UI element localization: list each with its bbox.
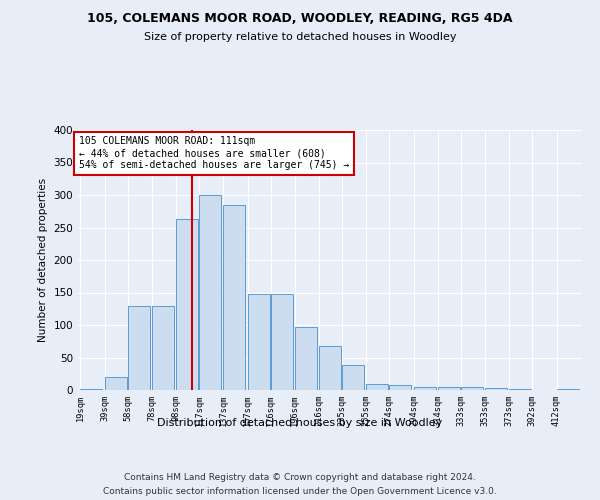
Bar bbox=[461, 388, 483, 390]
Bar bbox=[128, 306, 150, 390]
Bar bbox=[248, 294, 269, 390]
Bar bbox=[557, 388, 578, 390]
Text: Distribution of detached houses by size in Woodley: Distribution of detached houses by size … bbox=[157, 418, 443, 428]
Bar bbox=[342, 366, 364, 390]
Bar bbox=[413, 387, 436, 390]
Bar bbox=[223, 206, 245, 390]
Text: Size of property relative to detached houses in Woodley: Size of property relative to detached ho… bbox=[144, 32, 456, 42]
Bar bbox=[438, 387, 460, 390]
Text: Contains public sector information licensed under the Open Government Licence v3: Contains public sector information licen… bbox=[103, 488, 497, 496]
Bar bbox=[389, 385, 412, 390]
Bar bbox=[176, 219, 198, 390]
Bar bbox=[319, 346, 341, 390]
Bar bbox=[104, 377, 127, 390]
Text: 105, COLEMANS MOOR ROAD, WOODLEY, READING, RG5 4DA: 105, COLEMANS MOOR ROAD, WOODLEY, READIN… bbox=[87, 12, 513, 26]
Bar bbox=[485, 388, 507, 390]
Bar bbox=[367, 384, 388, 390]
Text: 105 COLEMANS MOOR ROAD: 111sqm
← 44% of detached houses are smaller (608)
54% of: 105 COLEMANS MOOR ROAD: 111sqm ← 44% of … bbox=[79, 136, 349, 170]
Text: Contains HM Land Registry data © Crown copyright and database right 2024.: Contains HM Land Registry data © Crown c… bbox=[124, 472, 476, 482]
Bar bbox=[152, 306, 174, 390]
Y-axis label: Number of detached properties: Number of detached properties bbox=[38, 178, 48, 342]
Bar bbox=[295, 327, 317, 390]
Bar bbox=[271, 294, 293, 390]
Bar bbox=[199, 195, 221, 390]
